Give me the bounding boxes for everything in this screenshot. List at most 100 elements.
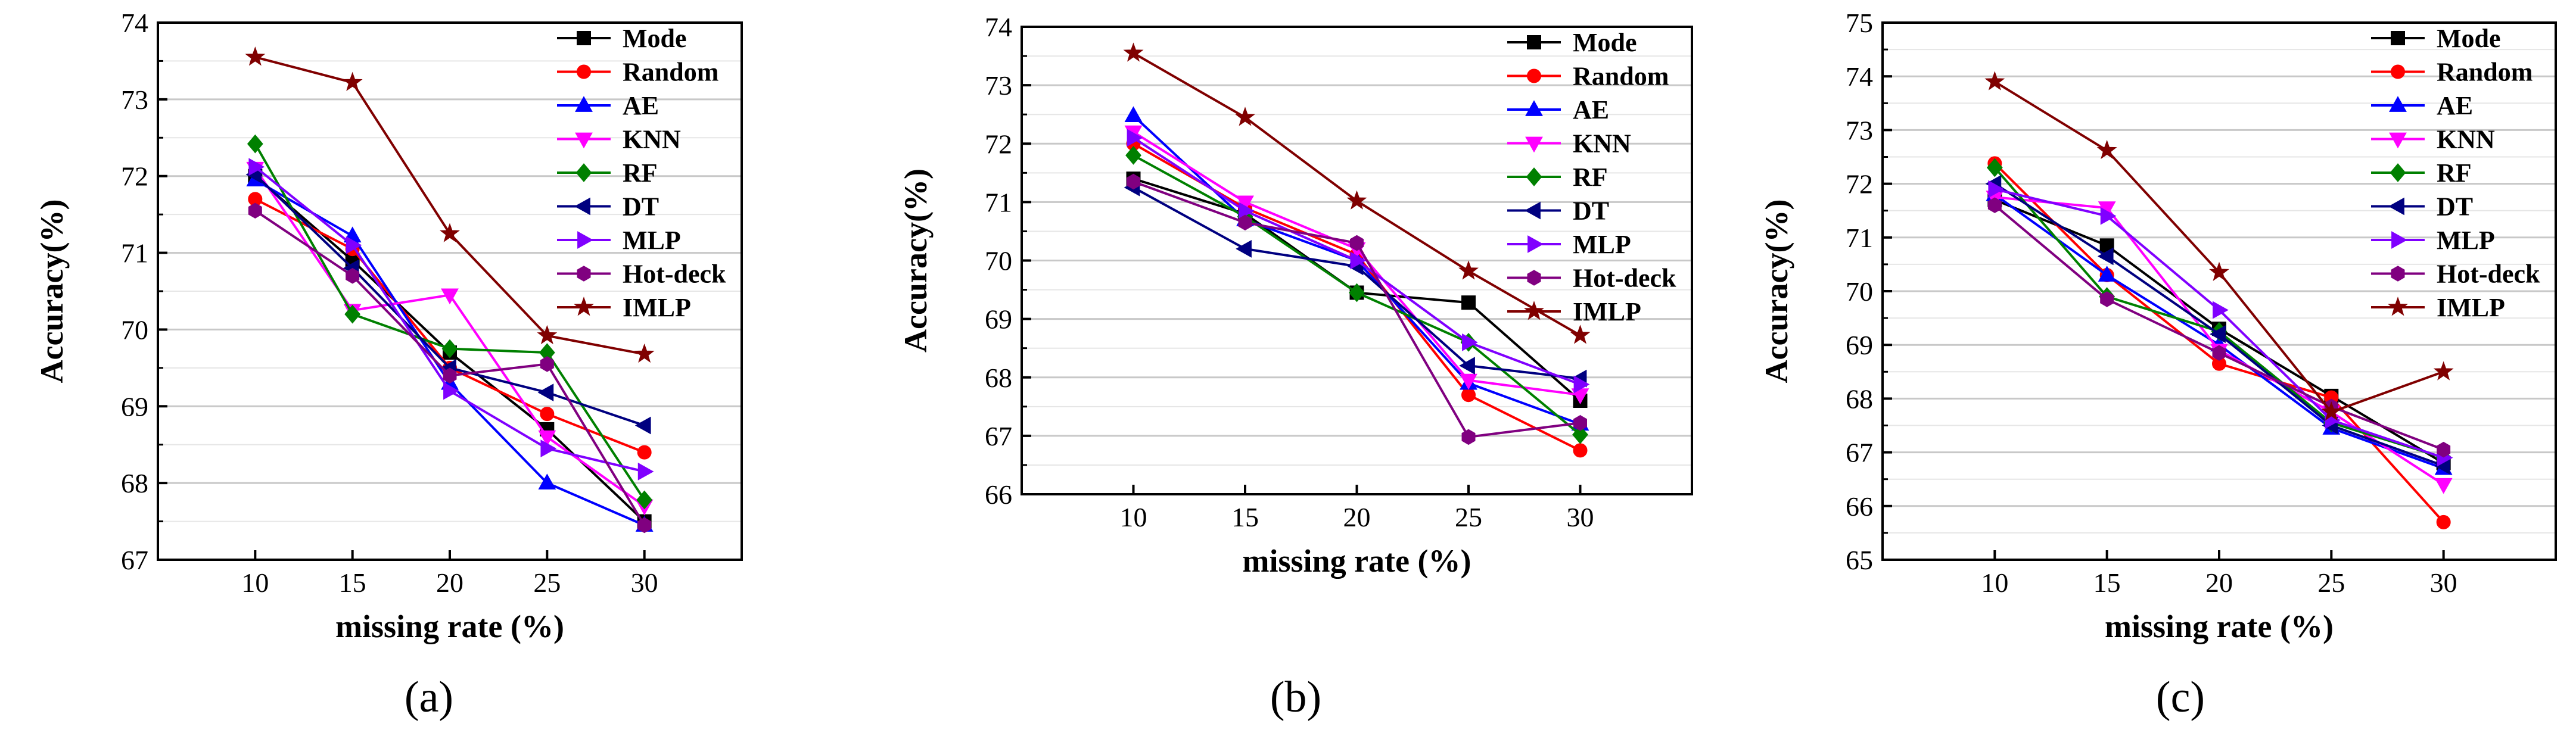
data-point (1124, 106, 1143, 123)
data-point (342, 71, 363, 91)
legend-label: RF (623, 158, 658, 188)
legend-marker (574, 297, 594, 316)
series-imlp (1984, 71, 2454, 421)
legend-marker (1527, 68, 1541, 83)
data-point (1572, 425, 1588, 444)
legend-marker (2388, 297, 2408, 316)
x-tick-label: 15 (339, 567, 366, 598)
legend-label: AE (2437, 91, 2473, 120)
x-tick-label: 10 (241, 567, 269, 598)
y-tick-label: 72 (985, 129, 1012, 159)
data-point (538, 430, 556, 447)
data-point (2213, 301, 2229, 319)
series-imlp (245, 46, 655, 363)
legend-label: Random (1573, 62, 1669, 91)
data-point (1573, 415, 1587, 431)
data-point (1461, 295, 1476, 310)
y-tick-label: 67 (1846, 438, 1873, 468)
data-point (540, 356, 554, 372)
data-point (2433, 361, 2454, 381)
data-point (540, 439, 557, 458)
x-tick-label: 10 (1981, 567, 2008, 598)
data-point (2210, 325, 2226, 344)
data-point (1570, 325, 1591, 344)
legend-label: DT (623, 192, 659, 222)
y-tick-label: 74 (121, 8, 148, 38)
data-point (248, 202, 262, 219)
legend-label: DT (1573, 197, 1609, 226)
data-point (443, 382, 459, 400)
y-tick-label: 66 (985, 479, 1012, 510)
data-point (637, 462, 654, 481)
legend-label: MLP (2437, 226, 2495, 255)
series-knn (246, 161, 654, 516)
data-point (537, 383, 554, 401)
x-tick-label: 20 (1343, 502, 1371, 532)
data-point (1350, 251, 1367, 270)
x-axis-label: missing rate (%) (2105, 609, 2334, 644)
data-point (1350, 235, 1364, 251)
data-point (537, 325, 558, 345)
x-tick-label: 15 (1231, 502, 1259, 532)
y-tick-label: 71 (121, 238, 148, 269)
panel-caption: (a) (405, 673, 453, 722)
data-point (1236, 195, 1254, 212)
data-point (1458, 260, 1479, 280)
legend-marker (577, 31, 591, 45)
legend-marker (575, 96, 593, 112)
legend-marker (577, 266, 591, 282)
y-tick-label: 73 (985, 70, 1012, 101)
data-point (2212, 345, 2226, 361)
legend-marker (574, 197, 590, 216)
y-axis-label: Accuracy(%) (34, 199, 70, 383)
legend-marker (577, 231, 593, 249)
data-point (634, 343, 655, 363)
data-point (637, 445, 652, 460)
panel-caption: (b) (1270, 673, 1321, 722)
legend-label: RF (1573, 163, 1608, 192)
legend-marker (1527, 270, 1541, 286)
x-tick-label: 25 (533, 567, 561, 598)
y-tick-label: 65 (1846, 545, 1873, 575)
chart-panel-1: 67 68 69 70 71 72 73 74 10 15 20 25 30 missing rate (… (34, 8, 743, 722)
legend-label: Random (623, 58, 718, 87)
legend-label: Mode (2437, 24, 2501, 53)
data-point (1127, 173, 1140, 190)
y-tick-label: 70 (121, 314, 148, 345)
legend-marker (2388, 197, 2404, 216)
x-tick-label: 30 (2430, 567, 2457, 598)
data-point (1349, 283, 1365, 302)
x-axis-label: missing rate (%) (1243, 543, 1471, 579)
legend-label: Hot-deck (623, 260, 726, 289)
legend-label: Mode (623, 24, 687, 53)
y-tick-label: 71 (1846, 223, 1873, 253)
data-point (346, 236, 362, 254)
series-mlp (1127, 129, 1590, 394)
x-tick-label: 10 (1120, 502, 1147, 532)
data-point (440, 223, 460, 242)
legend-marker (1527, 235, 1544, 253)
data-point (344, 304, 361, 324)
y-tick-label: 70 (985, 246, 1012, 276)
data-point (636, 490, 653, 510)
data-point (1462, 333, 1478, 351)
data-point (1238, 214, 1252, 230)
y-tick-label: 68 (121, 468, 148, 498)
legend-label: IMLP (2437, 293, 2505, 322)
legend-marker (2391, 231, 2407, 249)
data-point (1984, 71, 2005, 91)
legend-marker (1524, 301, 1544, 320)
data-point (1461, 388, 1476, 403)
series-line (1133, 186, 1581, 380)
legend-marker (2391, 64, 2405, 79)
y-tick-label: 73 (121, 85, 148, 115)
data-point (1235, 107, 1255, 126)
data-point (538, 473, 556, 490)
legend-marker (2390, 163, 2406, 182)
data-point (2100, 207, 2117, 225)
legend-label: KNN (1573, 129, 1631, 158)
series-hot-deck (1127, 173, 1587, 445)
data-point (1236, 239, 1252, 258)
legend-marker (2389, 132, 2407, 149)
